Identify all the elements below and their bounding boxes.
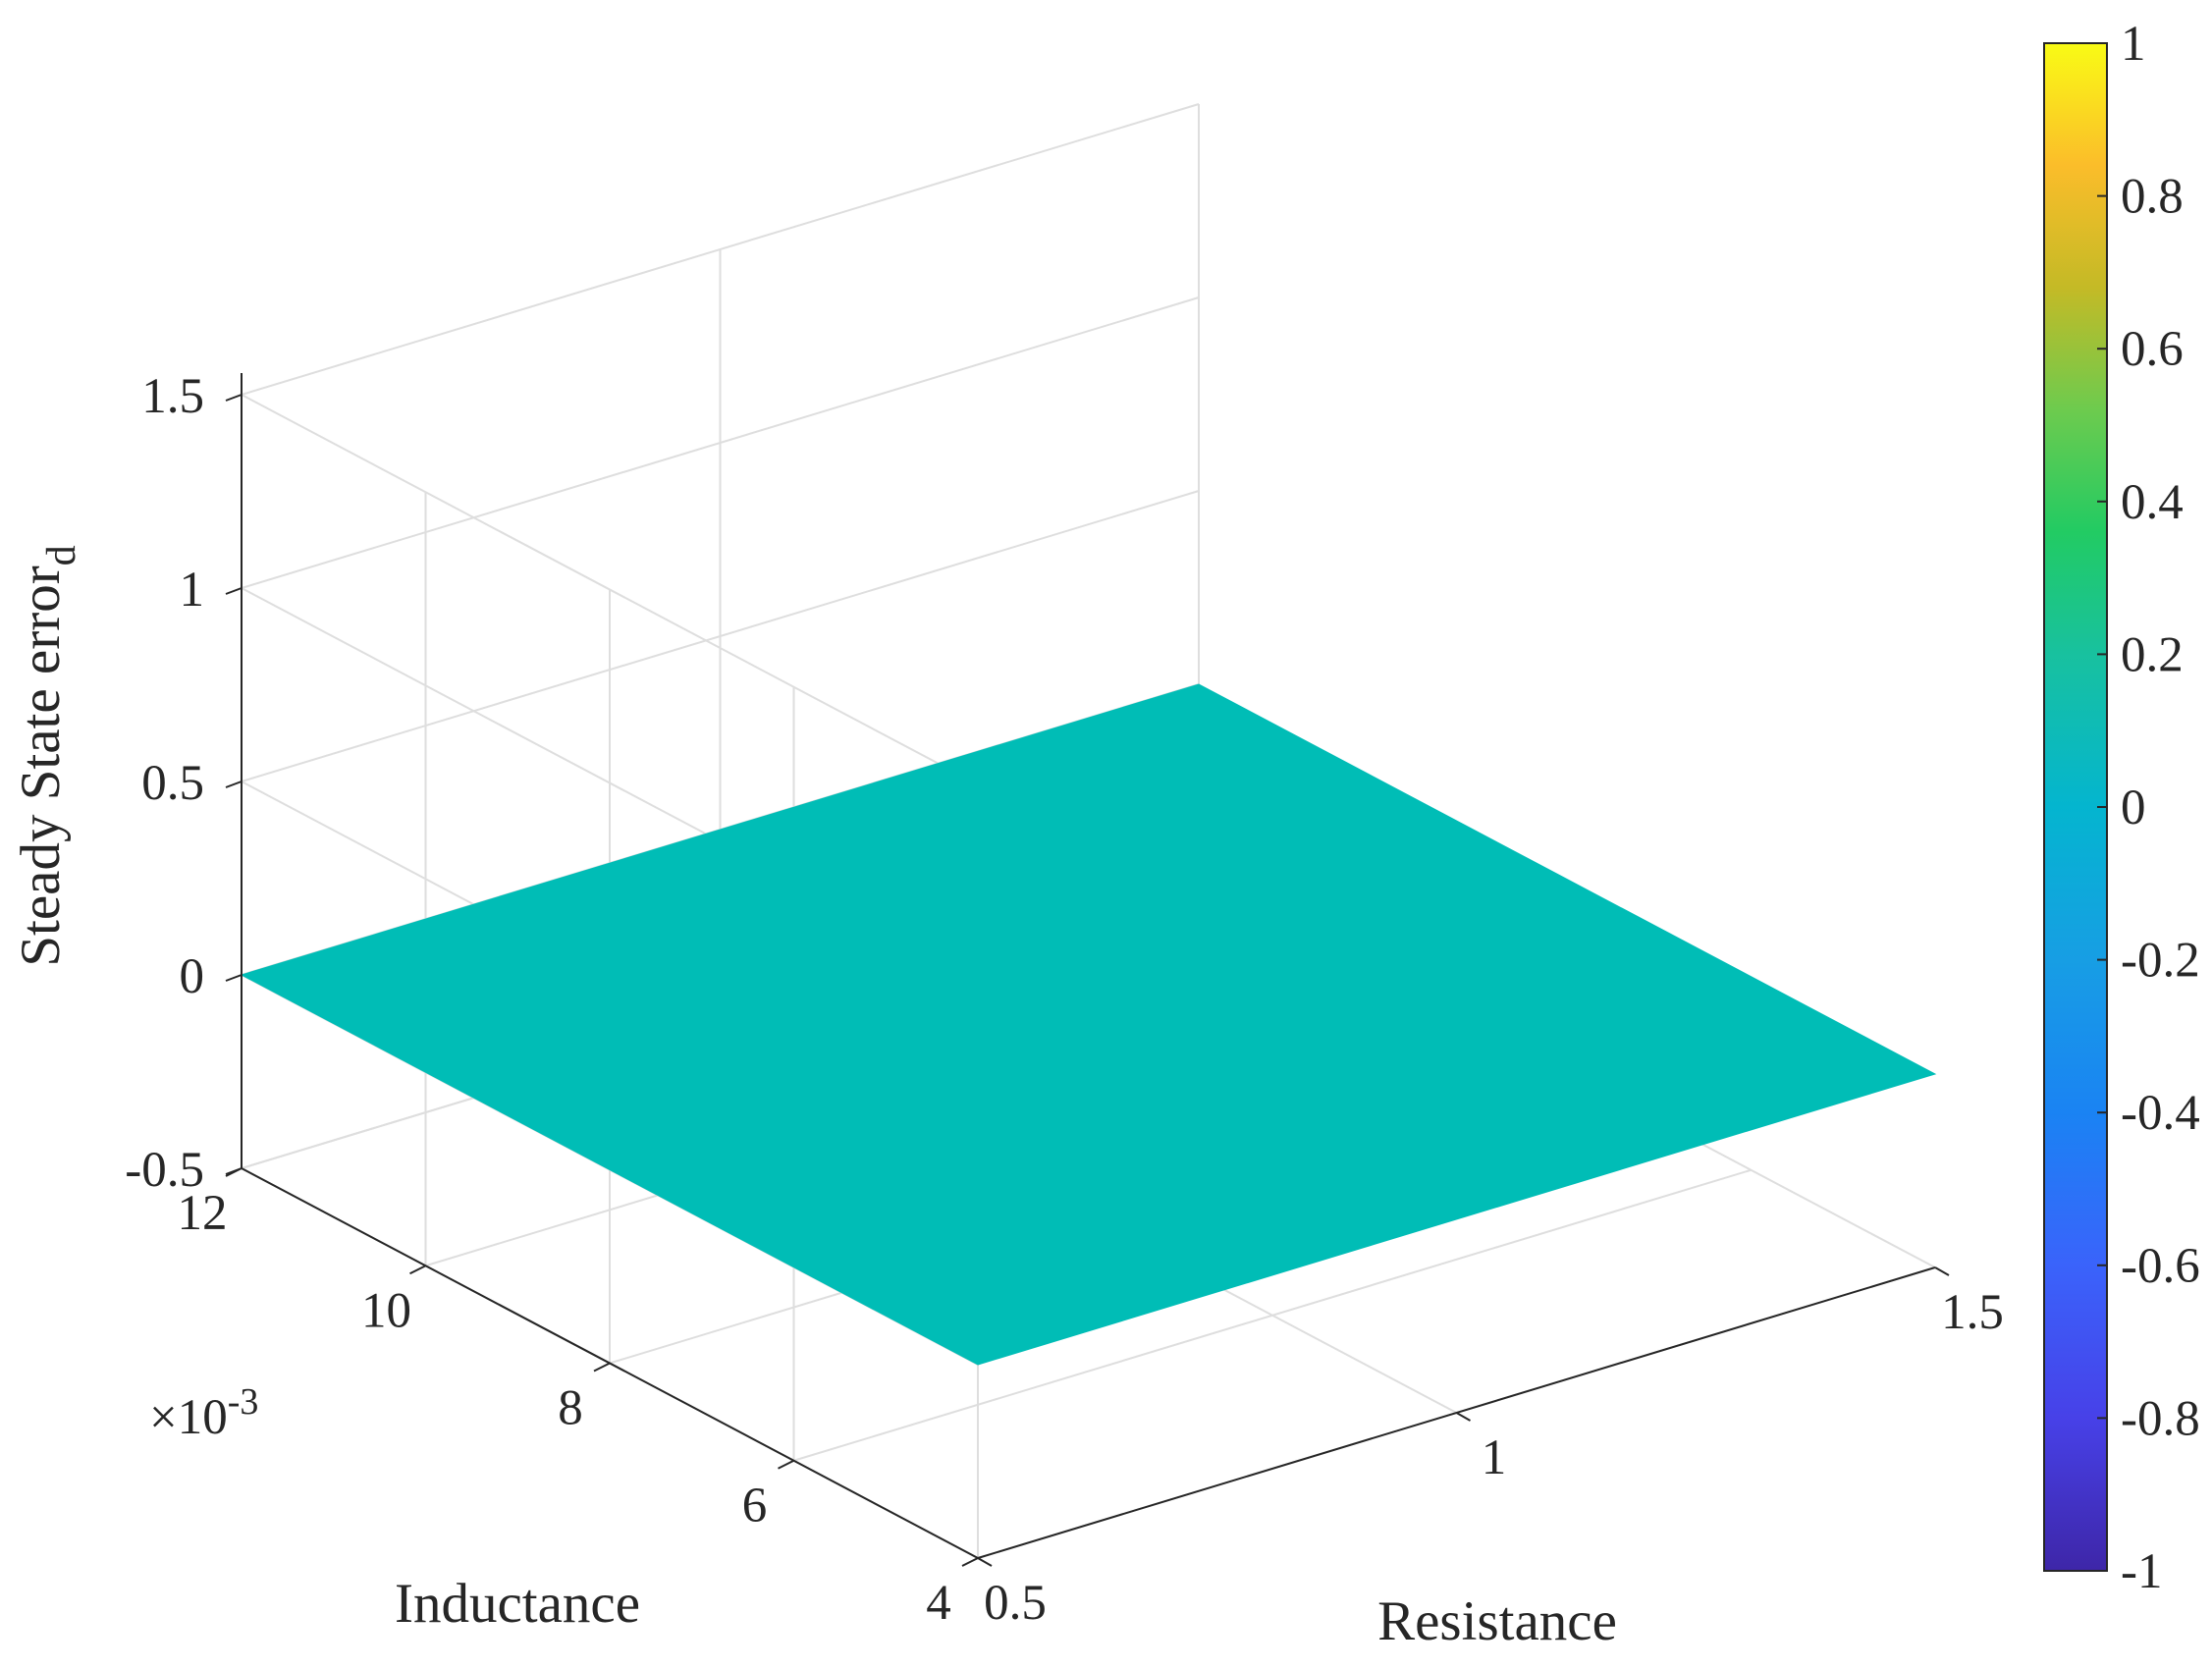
x-tick-label: 1 [1482, 1430, 1507, 1485]
x-tick [977, 1557, 993, 1567]
x-tick-label: 0.5 [984, 1576, 1047, 1631]
x-tick-label: 1.5 [1941, 1285, 2004, 1340]
colorbar-tick-label: 1 [2121, 17, 2146, 72]
colorbar-tick-label: -0.8 [2121, 1391, 2200, 1446]
y-tick [961, 1557, 979, 1567]
y-tick-label: 4 [926, 1576, 951, 1631]
colorbar-tick-label: 0.2 [2121, 627, 2184, 682]
colorbar-tick-label: 0.8 [2121, 170, 2184, 225]
y-tick-label: 10 [361, 1283, 411, 1338]
x-tick [1934, 1266, 1950, 1276]
z-tick [225, 974, 243, 982]
z-tick-label: 0 [180, 949, 205, 1004]
colorbar-gradient [2043, 42, 2108, 1572]
z-tick [225, 781, 243, 788]
surface-layer [240, 683, 1937, 1366]
surface-plane [240, 683, 1937, 1366]
y-axis-exponent-power: -3 [228, 1381, 259, 1423]
z-axis-label-subscript: d [39, 545, 84, 565]
y-axis-label: Inductance [395, 1573, 640, 1635]
z-tick-label: 1.5 [141, 369, 204, 424]
z-tick [225, 587, 243, 595]
z-tick [225, 394, 243, 402]
y-tick [778, 1459, 794, 1470]
tick-labels: 0.5 1 1.5 4 6 8 10 12-0.5 0 0.5 1 1.5 [125, 369, 2004, 1631]
z-tick-label: 0.5 [141, 756, 204, 811]
z-tick-label: -0.5 [125, 1143, 204, 1198]
y-tick [409, 1265, 426, 1275]
y-tick-label: 12 [178, 1186, 228, 1241]
colorbar-tick-label: 0.4 [2121, 475, 2184, 530]
z-tick-label: 1 [180, 563, 205, 618]
colorbar-tick-label: -0.2 [2121, 934, 2200, 989]
y-axis-exponent-base: ×10 [149, 1390, 228, 1445]
z-axis-label: Steady State errord [10, 545, 84, 966]
x-axis-label: Resistance [1377, 1590, 1617, 1652]
colorbar-ticks: -1 -0.8 -0.6 -0.4 -0.2 0 0.2 0.4 0.6 0.8 1 [2097, 17, 2200, 1599]
colorbar-tick-label: 0 [2121, 781, 2146, 835]
y-axis-exponent: ×10-3 [149, 1381, 258, 1445]
z-tick [225, 1167, 243, 1175]
colorbar-tick-label: 0.6 [2121, 322, 2184, 377]
y-tick-label: 8 [558, 1381, 583, 1436]
colorbar: -1 -0.8 -0.6 -0.4 -0.2 0 0.2 0.4 0.6 0.8 1 [2043, 17, 2200, 1599]
colorbar-tick-label: -0.4 [2121, 1086, 2200, 1141]
y-tick-label: 6 [742, 1479, 768, 1534]
z-axis-label-main: Steady State error [10, 565, 72, 966]
y-tick [593, 1362, 611, 1373]
x-tick [1456, 1412, 1471, 1422]
colorbar-tick-label: -1 [2121, 1544, 2162, 1599]
axes [225, 373, 1950, 1567]
colorbar-tick-label: -0.6 [2121, 1239, 2200, 1294]
